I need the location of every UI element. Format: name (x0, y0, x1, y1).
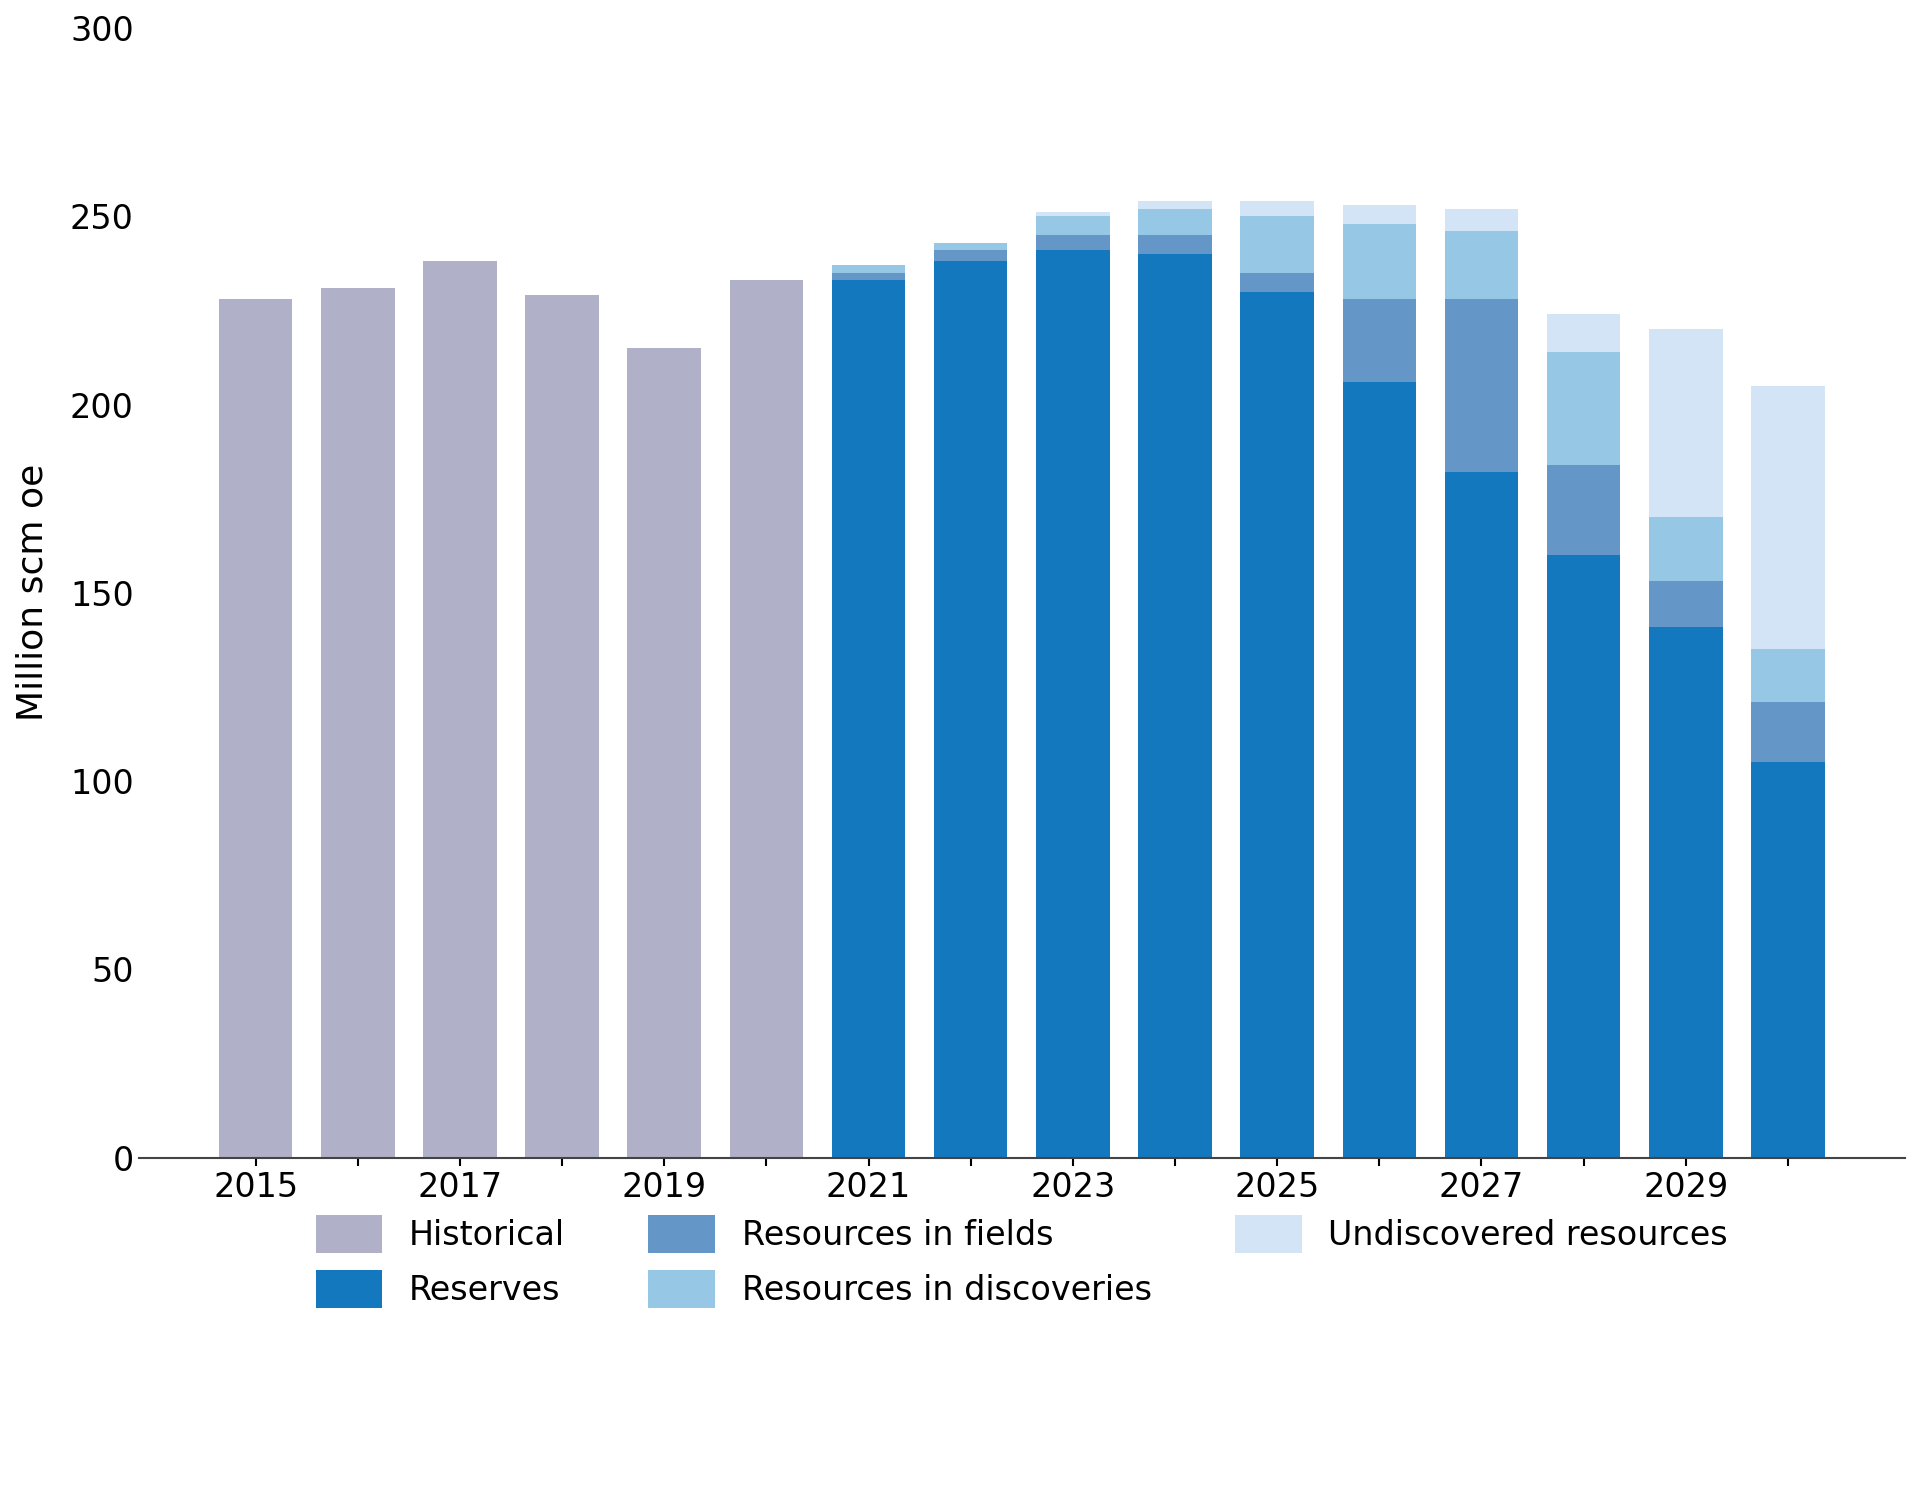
Bar (219, 299, 292, 1158)
Bar (1649, 329, 1722, 518)
Bar (1240, 216, 1313, 272)
Bar (1751, 762, 1824, 1158)
Bar (831, 265, 906, 272)
Bar (831, 272, 906, 280)
Bar (831, 280, 906, 1158)
Bar (730, 280, 803, 1158)
Bar (933, 250, 1008, 262)
Bar (1139, 201, 1212, 208)
Legend: Historical, Reserves, Resources in fields, Resources in discoveries, Undiscovere: Historical, Reserves, Resources in field… (301, 1201, 1741, 1321)
Bar (526, 295, 599, 1158)
Bar (1037, 213, 1110, 216)
Bar (1751, 385, 1824, 649)
Bar (1548, 314, 1620, 351)
Bar (1444, 299, 1519, 472)
Bar (1240, 272, 1313, 292)
Bar (1751, 702, 1824, 762)
Bar (1240, 292, 1313, 1158)
Bar (1649, 518, 1722, 582)
Bar (1037, 235, 1110, 250)
Bar (321, 287, 396, 1158)
Bar (1037, 250, 1110, 1158)
Y-axis label: Million scm oe: Million scm oe (15, 464, 50, 722)
Bar (1342, 382, 1417, 1158)
Bar (1548, 464, 1620, 555)
Bar (933, 243, 1008, 250)
Bar (422, 262, 497, 1158)
Bar (1444, 231, 1519, 299)
Bar (1444, 208, 1519, 231)
Bar (1649, 582, 1722, 626)
Bar (1444, 472, 1519, 1158)
Bar (933, 262, 1008, 1158)
Bar (1139, 254, 1212, 1158)
Bar (1342, 299, 1417, 382)
Bar (1548, 555, 1620, 1158)
Bar (1139, 235, 1212, 254)
Bar (1649, 626, 1722, 1158)
Bar (1342, 205, 1417, 223)
Bar (628, 348, 701, 1158)
Bar (1342, 223, 1417, 299)
Bar (1751, 649, 1824, 702)
Bar (1240, 201, 1313, 216)
Bar (1139, 208, 1212, 235)
Bar (1037, 216, 1110, 235)
Bar (1548, 351, 1620, 464)
